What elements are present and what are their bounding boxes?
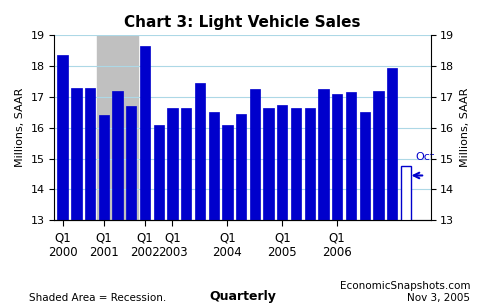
Bar [195,83,205,306]
Y-axis label: Millions, SAAR: Millions, SAAR [15,88,25,167]
Text: EconomicSnapshots.com
Nov 3, 2005: EconomicSnapshots.com Nov 3, 2005 [339,281,469,303]
Text: 2000: 2000 [48,246,77,259]
Bar [58,55,68,306]
Text: Shaded Area = Recession.: Shaded Area = Recession. [29,293,166,303]
Text: Q1: Q1 [273,232,290,245]
Bar [332,94,342,306]
Text: Q1: Q1 [54,232,71,245]
Bar [126,106,136,306]
Bar [276,105,287,306]
Bar [373,91,383,306]
Bar [236,114,246,306]
Bar [290,108,301,306]
Bar [400,166,410,306]
Text: Q1: Q1 [164,232,181,245]
Text: Q1: Q1 [136,232,153,245]
Bar [112,91,122,306]
Text: Quarterly: Quarterly [209,290,275,303]
Bar [71,88,81,306]
Bar [85,88,95,306]
Text: 2001: 2001 [89,246,119,259]
Bar [181,108,191,306]
Bar [345,92,355,306]
Bar [222,125,232,306]
Bar [153,125,164,306]
Text: Oct: Oct [415,151,434,162]
Bar [208,112,218,306]
Text: 2004: 2004 [212,246,242,259]
Bar [359,112,369,306]
Bar [98,115,109,306]
Bar [97,35,138,220]
Bar [167,108,177,306]
Y-axis label: Millions, SAAR: Millions, SAAR [459,88,469,167]
Text: 2003: 2003 [157,246,187,259]
Bar [318,89,328,306]
Text: 2006: 2006 [322,246,351,259]
Title: Chart 3: Light Vehicle Sales: Chart 3: Light Vehicle Sales [124,15,360,30]
Bar [386,68,396,306]
Text: Q1: Q1 [328,232,345,245]
Text: Q1: Q1 [95,232,112,245]
Text: 2002: 2002 [130,246,160,259]
Text: Q1: Q1 [219,232,235,245]
Text: 2005: 2005 [267,246,297,259]
Bar [304,108,314,306]
Bar [139,46,150,306]
Bar [249,89,259,306]
Bar [263,108,273,306]
